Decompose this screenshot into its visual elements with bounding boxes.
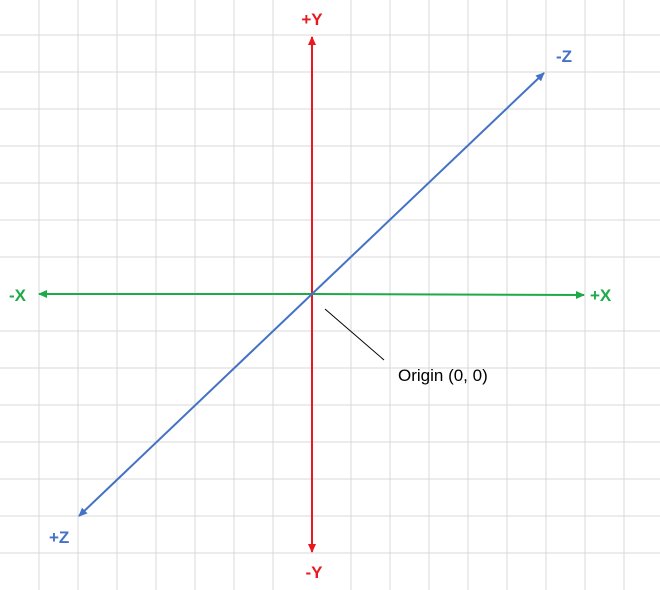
positive-z-label: +Z xyxy=(49,528,69,547)
negative-y-label: -Y xyxy=(306,563,324,582)
negative-x-label: -X xyxy=(9,286,27,305)
negative-z-axis xyxy=(311,72,545,295)
negative-z-label: -Z xyxy=(556,47,572,66)
positive-z-axis xyxy=(78,293,313,517)
origin-callout-line xyxy=(324,308,385,361)
positive-y-label: +Y xyxy=(301,10,323,29)
positive-x-axis xyxy=(311,290,585,299)
origin-label: Origin (0, 0) xyxy=(398,366,488,385)
positive-x-label: +X xyxy=(590,286,612,305)
